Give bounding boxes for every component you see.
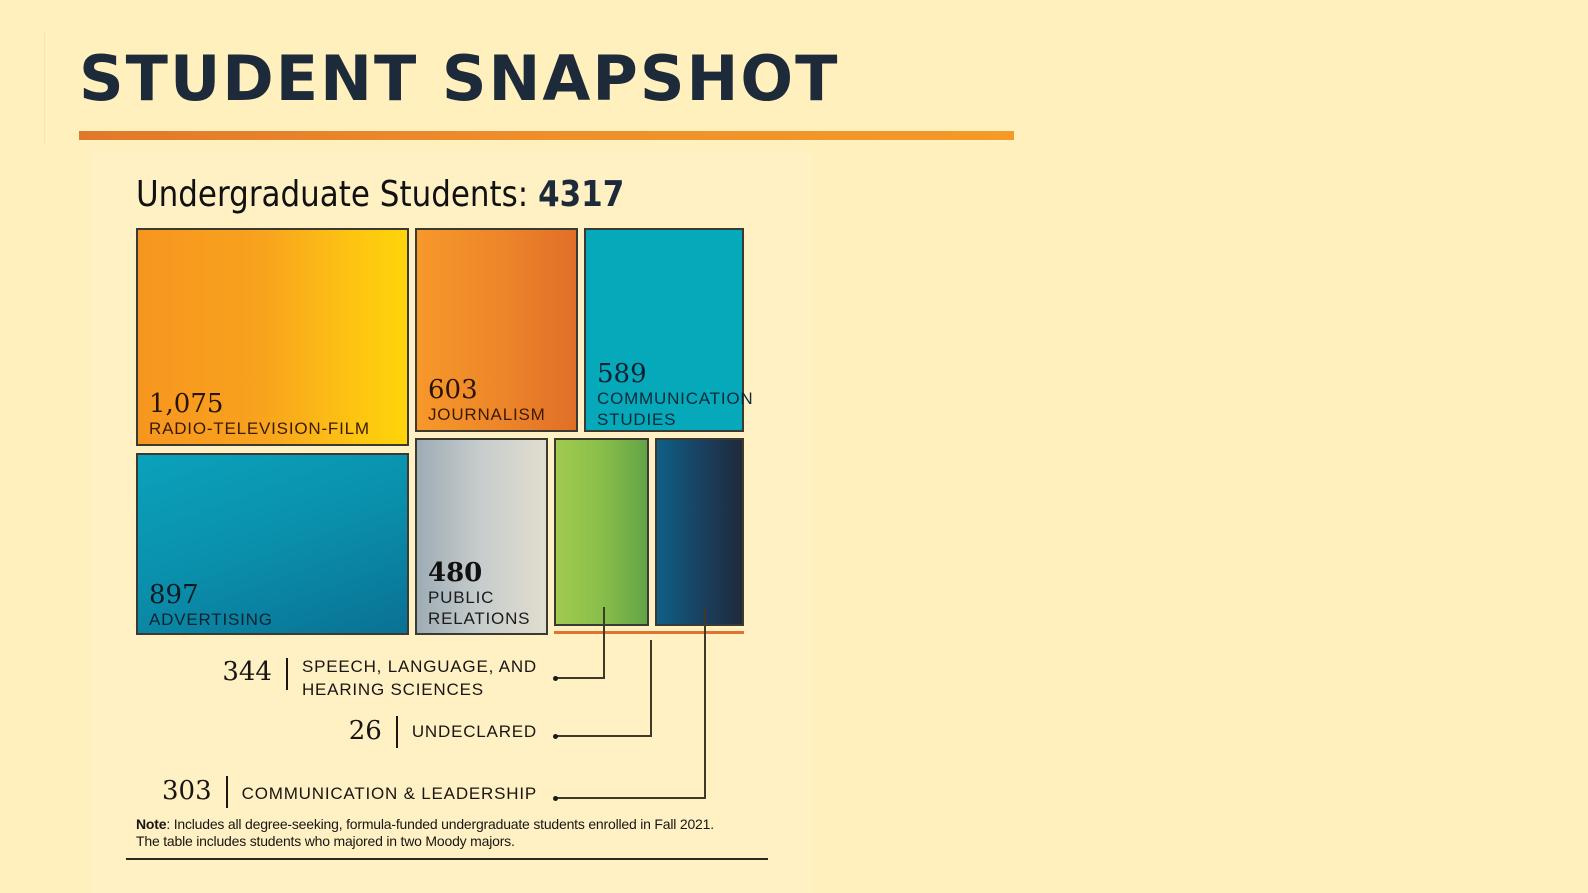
callout-speech-language-hearing: 344 SPEECH, LANGUAGE, AND HEARING SCIENC…: [222, 655, 537, 701]
footnote-prefix: Note: [136, 816, 167, 832]
callout-divider: [285, 658, 288, 690]
footnote-text: : Includes all degree-seeking, formula-f…: [136, 816, 714, 849]
callout-value: 303: [162, 776, 212, 806]
tile-label: PUBLIC RELATIONS: [428, 587, 530, 629]
chart-title: Undergraduate Students: 4317: [136, 172, 624, 218]
tile-value: 589: [597, 359, 647, 389]
tile-journalism: 603 JOURNALISM: [415, 228, 578, 432]
leader-line-undeclared-vertical: [650, 640, 652, 737]
tile-speech-language-hearing: [554, 438, 649, 626]
leader-line-cl-vertical: [704, 607, 706, 799]
bottom-rule: [126, 858, 768, 860]
total-count: 4317: [538, 174, 625, 215]
callout-value: 26: [348, 716, 382, 746]
tile-label-line1: PUBLIC: [428, 588, 495, 607]
tile-label-line2: STUDIES: [597, 410, 677, 429]
leader-dot-cl: [553, 796, 558, 801]
leader-line-undeclared-horizontal: [556, 735, 652, 737]
callout-label: UNDECLARED: [411, 722, 537, 741]
callout-label-line2: HEARING SCIENCES: [301, 680, 484, 699]
page-title: STUDENT SNAPSHOT: [79, 42, 840, 115]
callout-divider: [395, 716, 398, 748]
leader-dot-undeclared: [553, 734, 558, 739]
callout-label: SPEECH, LANGUAGE, AND HEARING SCIENCES: [302, 655, 537, 701]
callout-divider: [225, 776, 228, 808]
tile-communication-studies: 589 COMMUNICATION STUDIES: [584, 228, 753, 432]
leader-line-slh-horizontal: [556, 677, 605, 679]
tile-radio-television-film: 1,075 RADIO-TELEVISION-FILM: [136, 228, 409, 446]
tile-label-line2: RELATIONS: [428, 609, 531, 628]
callout-label-line1: SPEECH, LANGUAGE, AND: [301, 657, 537, 676]
leader-dot-slh: [553, 676, 558, 681]
tile-value: 603: [428, 375, 478, 405]
tile-advertising: 897 ADVERTISING: [136, 453, 409, 635]
tile-undeclared-line: [554, 631, 744, 634]
edge-divider: [44, 32, 45, 144]
callout-value: 344: [222, 657, 272, 687]
callout-undeclared: 26 UNDECLARED: [349, 716, 537, 748]
title-underline: [79, 131, 1014, 140]
tile-value: 480: [428, 558, 483, 588]
tile-value: 1,075: [149, 389, 224, 419]
tile-value: 897: [149, 580, 199, 610]
tile-communication-leadership: [655, 438, 744, 626]
leader-line-cl-horizontal: [556, 797, 706, 799]
footnote: Note: Includes all degree-seeking, formu…: [136, 816, 736, 850]
callout-label: COMMUNICATION & LEADERSHIP: [241, 784, 537, 803]
tile-label: JOURNALISM: [428, 405, 546, 424]
tile-label: COMMUNICATION STUDIES: [597, 388, 753, 430]
tile-public-relations: 480 PUBLIC RELATIONS: [415, 438, 548, 635]
tile-label: RADIO-TELEVISION-FILM: [149, 419, 370, 438]
callout-communication-leadership: 303 COMMUNICATION & LEADERSHIP: [162, 776, 537, 808]
leader-line-slh-vertical: [603, 607, 605, 679]
tile-label-line1: COMMUNICATION: [597, 389, 754, 408]
chart-title-label: Undergraduate Students:: [136, 174, 529, 215]
tile-label: ADVERTISING: [149, 610, 273, 629]
